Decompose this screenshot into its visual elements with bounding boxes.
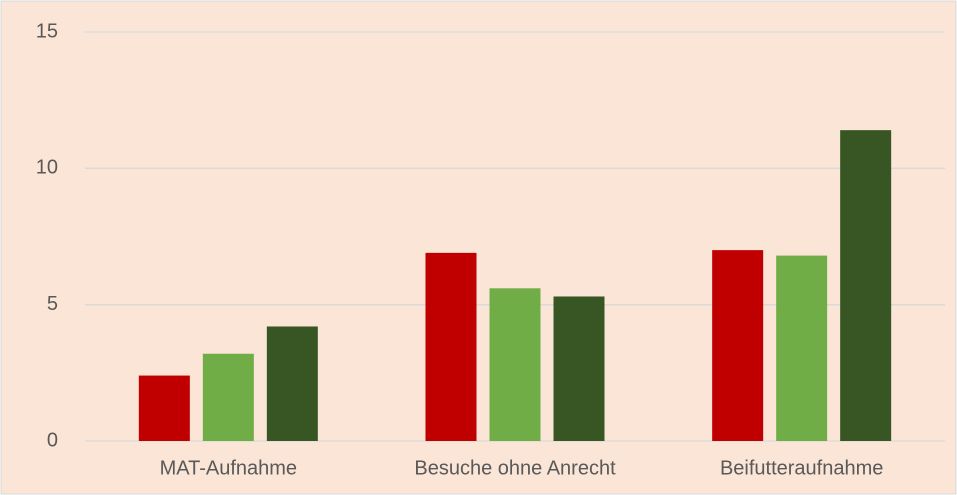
bar — [776, 255, 828, 441]
bar — [425, 252, 477, 441]
y-tick-label: 10 — [36, 157, 58, 179]
x-tick-label: Beifutteraufnahme — [720, 457, 883, 479]
x-tick-label: MAT-Aufnahme — [160, 457, 297, 479]
y-tick-label: 15 — [36, 20, 58, 42]
bar — [553, 296, 605, 441]
bar — [840, 130, 892, 441]
y-tick-label: 0 — [47, 429, 58, 451]
bar — [202, 353, 254, 441]
bar — [712, 250, 764, 441]
bar — [266, 326, 318, 441]
y-tick-label: 5 — [47, 293, 58, 315]
bar — [138, 375, 190, 441]
x-tick-label: Besuche ohne Anrecht — [414, 457, 616, 479]
bar — [489, 288, 541, 441]
